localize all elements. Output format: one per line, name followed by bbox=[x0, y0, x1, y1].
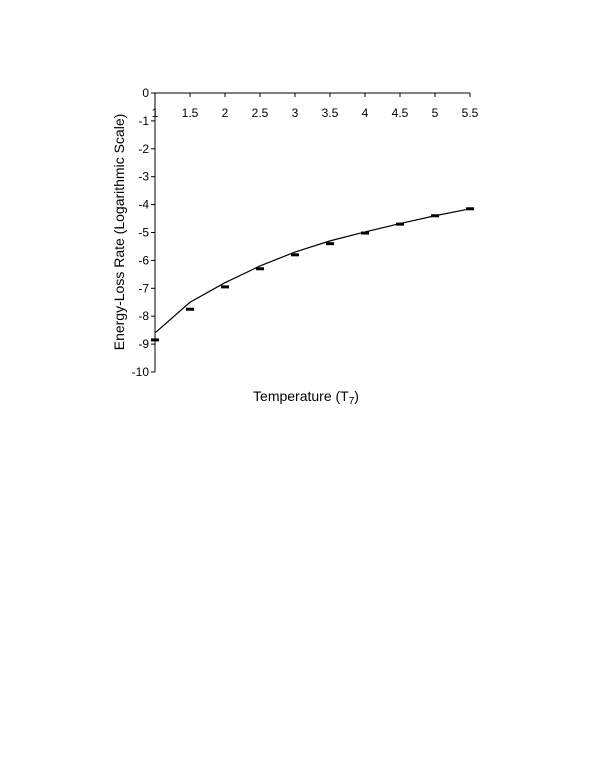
data-point-marker bbox=[326, 242, 334, 246]
data-point-marker bbox=[151, 338, 159, 342]
y-tick-label: -3 bbox=[138, 170, 149, 184]
x-axis-title-main: Temperature (T bbox=[253, 388, 349, 404]
data-point-marker bbox=[186, 307, 194, 311]
x-tick-label: 5 bbox=[432, 106, 439, 120]
model-curve bbox=[154, 208, 471, 334]
x-axis-title: Temperature (T7) bbox=[253, 388, 359, 407]
x-axis-title-close: ) bbox=[354, 388, 359, 404]
axes bbox=[151, 92, 471, 373]
x-tick-label: 3.5 bbox=[322, 106, 339, 120]
y-tick-label: -7 bbox=[138, 281, 149, 295]
series-layer bbox=[151, 207, 474, 342]
x-axis-title-subscript: 7 bbox=[349, 396, 355, 407]
data-point-marker bbox=[221, 285, 229, 289]
data-point-marker bbox=[291, 253, 299, 257]
y-tick-label: -4 bbox=[138, 198, 149, 212]
tick-labels: 0 -1 -2 -3 -4 -5 -6 -7 -8 -9 -10 1 1.5 2 2.5 3 3.5 4 4.5 5 5… bbox=[132, 86, 479, 379]
data-point-marker bbox=[256, 267, 264, 271]
y-tick-label: -10 bbox=[132, 365, 150, 379]
x-tick-label: 5.5 bbox=[462, 106, 479, 120]
y-tick-label: -2 bbox=[138, 142, 149, 156]
x-tick-label: 4 bbox=[362, 106, 369, 120]
x-tick-label: 1 bbox=[152, 106, 159, 120]
data-point-marker bbox=[361, 231, 369, 235]
x-tick-label: 2.5 bbox=[252, 106, 269, 120]
x-tick-label: 1.5 bbox=[182, 106, 199, 120]
x-tick-label: 3 bbox=[292, 106, 299, 120]
y-axis-title: Energy-Loss Rate (Logarithmic Scale) bbox=[111, 114, 127, 351]
y-tick-label: -9 bbox=[138, 337, 149, 351]
y-tick-label: -6 bbox=[138, 253, 149, 267]
y-tick-label: -8 bbox=[138, 309, 149, 323]
y-tick-label: -5 bbox=[138, 226, 149, 240]
y-tick-label: 0 bbox=[142, 86, 149, 100]
x-tick-label: 2 bbox=[222, 106, 229, 120]
x-tick-label: 4.5 bbox=[392, 106, 409, 120]
y-tick-label: -1 bbox=[138, 114, 149, 128]
